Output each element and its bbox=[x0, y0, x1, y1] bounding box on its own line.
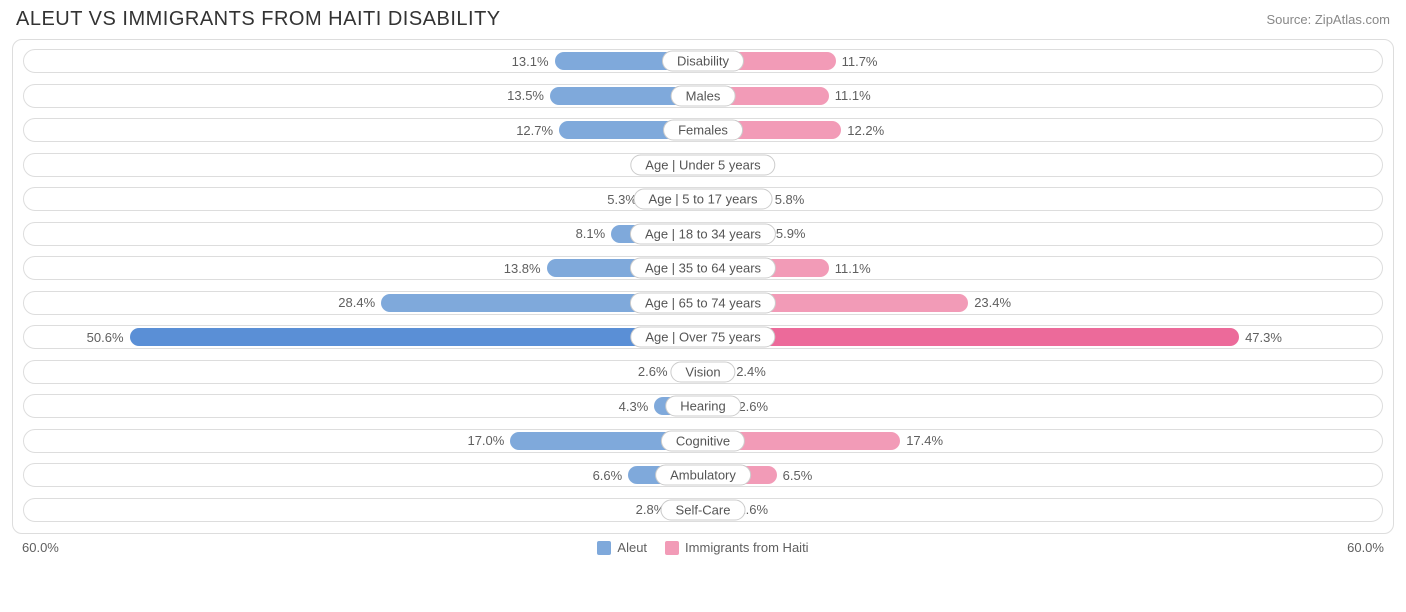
right-value-label: 12.2% bbox=[847, 123, 884, 138]
chart-row: 13.1% 11.7% Disability bbox=[17, 46, 1389, 76]
chart-body: 13.1% 11.7% Disability 13.5% 11.1% Males 12.7%… bbox=[12, 39, 1394, 534]
row-left-half: 50.6% bbox=[23, 322, 703, 352]
right-value-label: 11.7% bbox=[842, 54, 878, 69]
category-label: Females bbox=[663, 120, 743, 141]
category-label: Hearing bbox=[665, 396, 741, 417]
row-left-half: 28.4% bbox=[23, 288, 703, 318]
left-value-label: 13.1% bbox=[512, 54, 549, 69]
left-value-label: 50.6% bbox=[87, 330, 124, 345]
category-label: Age | 18 to 34 years bbox=[630, 223, 776, 244]
row-right-half: 1.3% bbox=[703, 150, 1383, 180]
left-value-label: 17.0% bbox=[467, 433, 504, 448]
chart-row: 13.8% 11.1% Age | 35 to 64 years bbox=[17, 253, 1389, 283]
legend-swatch-right bbox=[665, 541, 679, 555]
row-left-half: 13.1% bbox=[23, 46, 703, 76]
category-label: Cognitive bbox=[661, 430, 745, 451]
row-left-half: 13.8% bbox=[23, 253, 703, 283]
right-value-label: 11.1% bbox=[835, 261, 871, 276]
category-label: Age | Over 75 years bbox=[630, 327, 775, 348]
axis-max-right: 60.0% bbox=[1347, 540, 1384, 555]
row-right-half: 11.1% bbox=[703, 253, 1383, 283]
right-value-label: 6.5% bbox=[783, 468, 813, 483]
chart-row: 8.1% 5.9%Age | 18 to 34 years bbox=[17, 219, 1389, 249]
left-value-label: 2.6% bbox=[638, 364, 668, 379]
legend-item-left: Aleut bbox=[597, 540, 647, 555]
chart-row: 2.8%2.6%Self-Care bbox=[17, 495, 1389, 525]
row-left-half: 2.6% bbox=[23, 357, 703, 387]
row-right-half: 23.4% bbox=[703, 288, 1383, 318]
row-right-half: 2.4% bbox=[703, 357, 1383, 387]
legend: Aleut Immigrants from Haiti bbox=[597, 540, 808, 555]
left-bar bbox=[130, 328, 703, 346]
left-value-label: 13.8% bbox=[504, 261, 541, 276]
row-right-half: 2.6% bbox=[703, 495, 1383, 525]
row-right-half: 47.3% bbox=[703, 322, 1383, 352]
right-value-label: 47.3% bbox=[1245, 330, 1282, 345]
chart-source: Source: ZipAtlas.com bbox=[1266, 8, 1390, 27]
legend-swatch-left bbox=[597, 541, 611, 555]
chart-row: 6.6% 6.5% Ambulatory bbox=[17, 460, 1389, 490]
chart-row: 2.6% 2.4%Vision bbox=[17, 357, 1389, 387]
row-left-half: 12.7% bbox=[23, 115, 703, 145]
row-right-half: 5.8% bbox=[703, 184, 1383, 214]
category-label: Age | Under 5 years bbox=[630, 154, 775, 175]
category-label: Self-Care bbox=[661, 499, 746, 520]
row-left-half: 13.5% bbox=[23, 81, 703, 111]
legend-item-right: Immigrants from Haiti bbox=[665, 540, 809, 555]
category-label: Age | 65 to 74 years bbox=[630, 292, 776, 313]
right-value-label: 17.4% bbox=[906, 433, 943, 448]
chart-row: 12.7% 12.2% Females bbox=[17, 115, 1389, 145]
right-value-label: 2.4% bbox=[736, 364, 766, 379]
row-right-half: 11.7% bbox=[703, 46, 1383, 76]
left-value-label: 5.3% bbox=[607, 192, 637, 207]
left-value-label: 13.5% bbox=[507, 88, 544, 103]
chart-row: 50.6% 47.3% Age | Over 75 years bbox=[17, 322, 1389, 352]
row-left-half: 17.0% bbox=[23, 426, 703, 456]
right-bar bbox=[703, 328, 1239, 346]
row-right-half: 2.6% bbox=[703, 391, 1383, 421]
left-value-label: 28.4% bbox=[338, 295, 375, 310]
row-left-half: 2.8% bbox=[23, 495, 703, 525]
chart-row: 1.2%1.3%Age | Under 5 years bbox=[17, 150, 1389, 180]
row-right-half: 11.1% bbox=[703, 81, 1383, 111]
row-right-half: 6.5% bbox=[703, 460, 1383, 490]
row-left-half: 5.3% bbox=[23, 184, 703, 214]
legend-label-right: Immigrants from Haiti bbox=[685, 540, 809, 555]
chart-row: 13.5% 11.1% Males bbox=[17, 81, 1389, 111]
row-left-half: 4.3% bbox=[23, 391, 703, 421]
row-left-half: 6.6% bbox=[23, 460, 703, 490]
left-value-label: 12.7% bbox=[516, 123, 553, 138]
category-label: Age | 35 to 64 years bbox=[630, 258, 776, 279]
right-value-label: 11.1% bbox=[835, 88, 871, 103]
axis-max-left: 60.0% bbox=[22, 540, 59, 555]
left-value-label: 4.3% bbox=[619, 399, 649, 414]
category-label: Ambulatory bbox=[655, 465, 751, 486]
row-right-half: 5.9% bbox=[703, 219, 1383, 249]
right-value-label: 23.4% bbox=[974, 295, 1011, 310]
right-value-label: 2.6% bbox=[738, 399, 768, 414]
chart-row: 4.3% 2.6%Hearing bbox=[17, 391, 1389, 421]
left-value-label: 6.6% bbox=[593, 468, 623, 483]
category-label: Vision bbox=[670, 361, 735, 382]
left-value-label: 8.1% bbox=[576, 226, 606, 241]
right-value-label: 5.8% bbox=[775, 192, 805, 207]
chart-row: 5.3% 5.8%Age | 5 to 17 years bbox=[17, 184, 1389, 214]
chart-title: ALEUT VS IMMIGRANTS FROM HAITI DISABILIT… bbox=[16, 8, 501, 31]
row-right-half: 17.4% bbox=[703, 426, 1383, 456]
row-left-half: 8.1% bbox=[23, 219, 703, 249]
row-right-half: 12.2% bbox=[703, 115, 1383, 145]
right-value-label: 5.9% bbox=[776, 226, 806, 241]
chart-row: 17.0% 17.4% Cognitive bbox=[17, 426, 1389, 456]
row-left-half: 1.2% bbox=[23, 150, 703, 180]
category-label: Males bbox=[671, 85, 736, 106]
chart-row: 28.4% 23.4% Age | 65 to 74 years bbox=[17, 288, 1389, 318]
category-label: Age | 5 to 17 years bbox=[634, 189, 773, 210]
category-label: Disability bbox=[662, 51, 744, 72]
chart-header: ALEUT VS IMMIGRANTS FROM HAITI DISABILIT… bbox=[12, 8, 1394, 39]
legend-label-left: Aleut bbox=[617, 540, 647, 555]
chart-footer: 60.0% Aleut Immigrants from Haiti 60.0% bbox=[12, 534, 1394, 555]
